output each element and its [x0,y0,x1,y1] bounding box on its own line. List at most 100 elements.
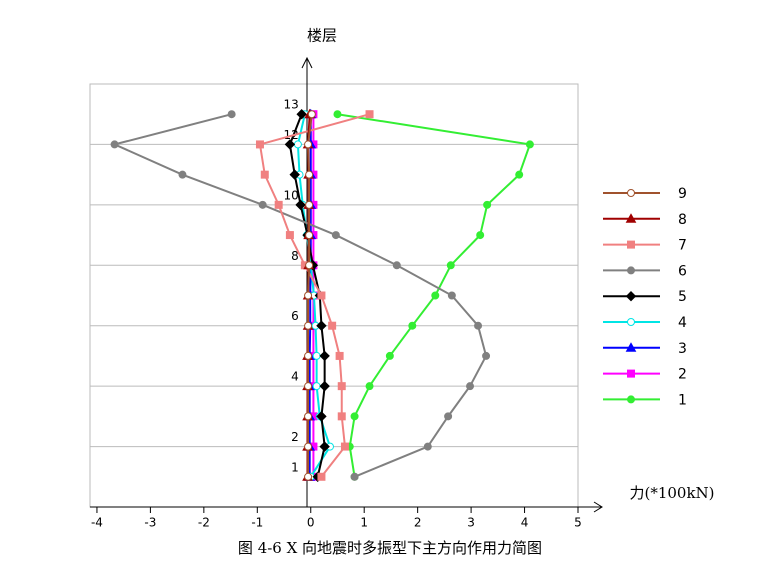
marker [476,231,485,240]
marker [304,351,313,360]
x-tick-label: 3 [467,516,475,530]
legend-label: 2 [678,367,687,383]
legend-label: 1 [678,392,687,408]
marker [305,200,314,209]
x-tick-label: 0 [307,516,315,530]
y-arrow [301,56,313,69]
marker [317,472,326,481]
marker [305,231,314,240]
y-tick-label: 10 [283,188,298,202]
marker [293,140,302,149]
marker [304,442,313,451]
legend-marker [625,342,637,352]
marker [304,140,313,149]
marker [285,231,294,240]
y-tick-label: 13 [283,98,298,112]
marker [312,382,321,391]
marker [350,412,359,421]
y-tick-label: 2 [291,430,299,444]
marker [304,321,313,330]
marker [258,200,267,209]
x-tick-label: -3 [144,516,156,530]
marker [295,199,306,211]
marker [423,442,432,451]
marker [331,231,340,240]
marker [289,169,300,180]
marker [305,261,314,270]
marker [431,291,440,300]
marker [337,382,346,391]
legend-label: 7 [678,238,687,254]
legend-marker [627,369,635,378]
y-tick-label: 8 [291,249,299,263]
legend-label: 8 [678,212,687,228]
marker [385,351,394,360]
marker [255,140,264,149]
marker [474,321,483,330]
legend-label: 3 [678,341,687,357]
marker [447,291,456,300]
marker [482,351,491,360]
x-tick-label: 4 [521,516,529,530]
marker [284,139,296,150]
marker [365,110,374,119]
legend-marker [627,395,635,404]
marker [304,412,313,421]
marker [316,320,327,331]
x-tick-label: 5 [574,516,582,530]
marker [408,321,417,330]
y-tick-label: 1 [291,460,299,474]
marker [350,472,359,481]
x-tick-label: 2 [414,516,422,530]
y-tick-label: 4 [291,370,299,384]
marker [446,261,455,270]
marker [335,351,344,360]
legend-label: 6 [678,263,687,279]
legend-marker [625,290,637,302]
legend-label: 5 [678,289,687,305]
marker [312,351,321,360]
marker [296,109,307,120]
marker [466,382,475,391]
legend-marker [627,189,635,197]
legend-marker [627,266,635,275]
marker [316,411,327,422]
marker [319,350,330,362]
caption: 图 4-6 X 向地震时多振型下主方向作用力简图 [238,539,542,557]
x-tick-label: -1 [251,516,263,530]
legend-marker [625,213,637,223]
marker [392,261,401,270]
marker [515,170,524,179]
marker [274,200,283,209]
marker [328,321,337,330]
marker [340,442,349,451]
marker [178,170,187,179]
x-axis-label: 力(*100kN) [629,484,714,502]
marker [305,170,314,179]
y-tick-label: 6 [291,309,299,323]
x-arrow [593,501,603,513]
x-tick-label: -4 [91,516,103,530]
marker [333,110,342,119]
x-tick-label: 1 [360,516,368,530]
series-line [111,113,488,478]
marker [365,382,374,391]
marker [304,291,313,300]
x-tick-label: -2 [198,516,210,530]
marker [110,140,119,149]
marker [337,412,346,421]
marker [307,110,316,119]
legend-label: 4 [678,315,687,331]
marker [227,110,236,119]
marker [483,200,492,209]
legend-marker [627,318,635,326]
marker [304,472,313,481]
legend-label: 9 [678,186,687,202]
marker [319,380,330,392]
marker [304,382,313,391]
legend-marker [627,240,635,249]
marker [319,441,330,452]
y-axis-label: 楼层 [307,27,337,45]
marker [260,170,269,179]
